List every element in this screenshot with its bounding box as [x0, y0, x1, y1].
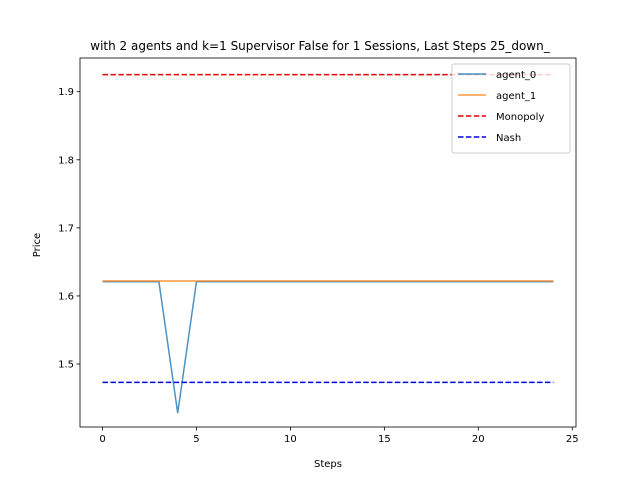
y-tick-label: 1.5 — [58, 360, 74, 371]
y-tick-label: 1.7 — [58, 223, 74, 234]
plot-frame — [79, 57, 577, 428]
x-tick-label: 25 — [566, 434, 579, 445]
x-tick-label: 15 — [378, 434, 391, 445]
x-axis-label: Steps — [314, 459, 342, 470]
legend-box — [451, 63, 571, 154]
x-tick-label: 20 — [472, 434, 485, 445]
x-tick-label: 10 — [284, 434, 297, 445]
x-tick-label: 0 — [99, 434, 105, 445]
y-tick-label: 1.6 — [58, 291, 74, 302]
x-axis: 0 5 10 15 20 25 — [99, 427, 579, 445]
y-axis-label: Price — [32, 233, 43, 257]
legend-label: Nash — [496, 133, 521, 144]
legend-label: agent_1 — [496, 91, 536, 102]
legend-label: agent_0 — [496, 70, 536, 81]
legend: agent_0 agent_1 Monopoly Nash — [451, 63, 571, 154]
x-tick-label: 5 — [193, 434, 199, 445]
plot-area — [79, 57, 577, 428]
chart-title: with 2 agents and k=1 Supervisor False f… — [90, 39, 550, 53]
legend-label: Monopoly — [496, 112, 544, 123]
y-tick-label: 1.9 — [58, 87, 74, 98]
y-tick-label: 1.8 — [58, 155, 74, 166]
series-line-agent-0 — [102, 280, 554, 414]
y-axis: 1.5 1.6 1.7 1.8 1.9 — [58, 87, 80, 371]
